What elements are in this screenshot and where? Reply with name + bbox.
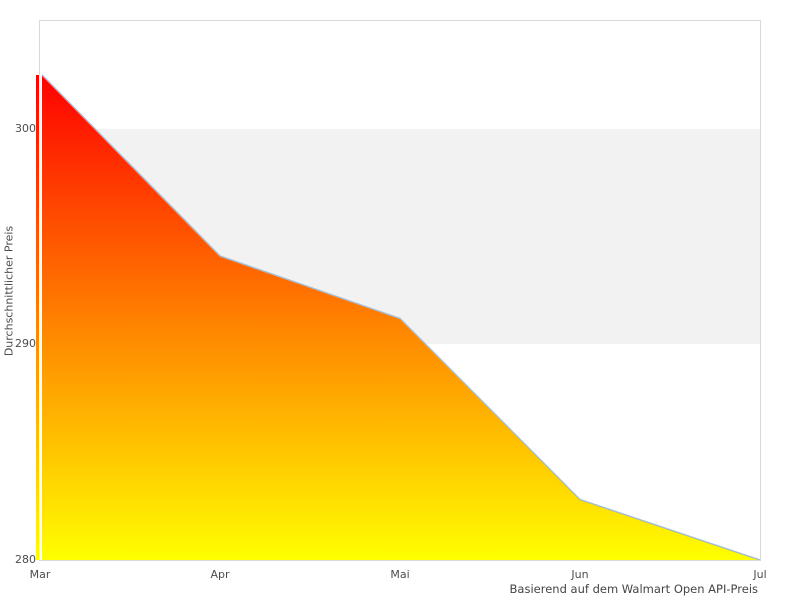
x-tick-label-jul: Jul: [753, 568, 767, 581]
x-tick-label-mai: Mai: [390, 568, 410, 581]
x-tick-label-mar: Mar: [29, 568, 51, 581]
y-tick-label-290: 290: [15, 337, 36, 351]
source-caption: Basierend auf dem Walmart Open API-Preis: [509, 582, 758, 596]
gradient-area-fill: [42, 74, 760, 560]
y-tick-label-280: 280: [15, 553, 36, 566]
price-area-chart: [41, 74, 760, 560]
x-tick-label-apr: Apr: [210, 568, 230, 581]
price-line: [41, 74, 760, 560]
axis-gap: [39, 74, 42, 560]
area-left-edge-stripe: [35, 74, 39, 560]
plot-area: [39, 20, 761, 561]
y-tick-label-300: 300: [15, 121, 36, 135]
x-tick-label-jun: Jun: [571, 568, 589, 581]
